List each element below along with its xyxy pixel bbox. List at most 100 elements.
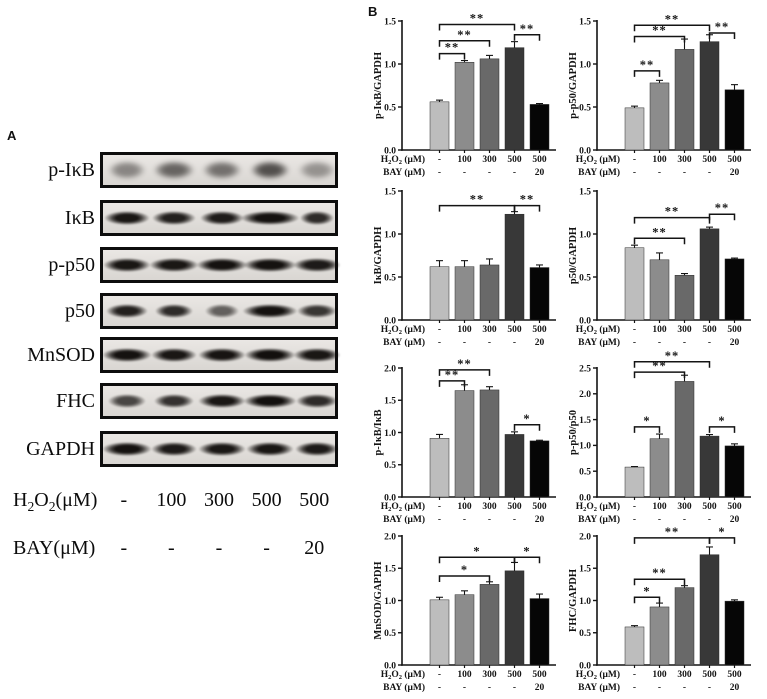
blot-band — [150, 347, 199, 363]
svg-text:**: ** — [520, 193, 535, 207]
svg-text:2.0: 2.0 — [579, 532, 591, 542]
svg-text:1.0: 1.0 — [579, 230, 591, 240]
svg-text:0.5: 0.5 — [384, 273, 396, 283]
svg-text:H2O2 (μM): H2O2 (μM) — [576, 154, 620, 166]
svg-text:H2O2 (μM): H2O2 (μM) — [381, 669, 425, 681]
svg-text:20: 20 — [730, 338, 740, 348]
svg-text:1.0: 1.0 — [579, 442, 591, 452]
svg-text:*: * — [643, 584, 650, 598]
svg-text:**: ** — [665, 525, 680, 539]
svg-text:H2O2 (μM): H2O2 (μM) — [576, 501, 620, 513]
svg-text:H2O2 (μM): H2O2 (μM) — [576, 324, 620, 336]
blot-band — [153, 393, 196, 409]
svg-text:1.5: 1.5 — [579, 187, 591, 197]
svg-text:p-IκB/IκB: p-IκB/IκB — [373, 409, 384, 455]
svg-text:100: 100 — [457, 325, 472, 335]
svg-text:-: - — [488, 168, 491, 178]
svg-text:-: - — [438, 325, 441, 335]
blot-band — [104, 303, 149, 319]
svg-text:0.0: 0.0 — [384, 493, 396, 503]
svg-text:**: ** — [652, 359, 667, 373]
lane-value: - — [120, 537, 128, 559]
svg-text:-: - — [438, 502, 441, 512]
blot-band — [241, 257, 298, 273]
blot-box — [100, 152, 338, 188]
bar-chart: 0.00.51.01.52.0p-IκB/IκB*****H2O2 (μM) -1… — [373, 357, 556, 525]
svg-text:1.0: 1.0 — [579, 597, 591, 607]
blot-band — [195, 257, 249, 273]
svg-text:-: - — [488, 338, 491, 348]
svg-text:300: 300 — [677, 502, 692, 512]
blot-band — [148, 257, 201, 273]
svg-text:500: 500 — [727, 502, 742, 512]
blot-row: p50 — [0, 293, 355, 329]
svg-text:100: 100 — [652, 670, 667, 680]
chart-p-p50-gapdh: 0.0 0.5 1.0 1.5 p-p50/GAPDH ** ** ** ** H2O2 (μM)… — [550, 8, 755, 186]
blot-band — [100, 347, 153, 363]
svg-text:**: ** — [652, 23, 667, 37]
svg-text:-: - — [708, 683, 711, 693]
svg-text:-: - — [658, 338, 661, 348]
blot-band — [197, 347, 247, 363]
svg-text:-: - — [633, 670, 636, 680]
blot-band — [292, 347, 343, 363]
blot-box — [100, 431, 341, 467]
lane-value: - — [120, 489, 128, 511]
svg-text:1.5: 1.5 — [384, 187, 396, 197]
svg-text:-: - — [513, 338, 516, 348]
svg-text:-: - — [633, 168, 636, 178]
blot-band — [199, 210, 245, 226]
svg-text:**: ** — [665, 12, 680, 26]
svg-text:300: 300 — [482, 155, 497, 165]
svg-text:300: 300 — [677, 670, 692, 680]
svg-text:**: ** — [445, 368, 460, 382]
blot-band — [100, 441, 153, 457]
svg-text:-: - — [658, 683, 661, 693]
blot-box — [100, 247, 343, 283]
svg-text:100: 100 — [652, 155, 667, 165]
blot-band — [106, 393, 147, 409]
svg-text:2.5: 2.5 — [579, 364, 591, 374]
svg-text:1.5: 1.5 — [384, 565, 396, 575]
blot-target-label: FHC — [56, 389, 95, 412]
blot-band — [244, 441, 295, 457]
blot-box — [100, 337, 343, 373]
svg-text:*: * — [643, 414, 650, 428]
chart-p50-gapdh: 0.0 0.5 1.0 1.5 p50/GAPDH ** ** ** H2O2 (μM) - 100… — [550, 178, 755, 356]
svg-text:**: ** — [457, 28, 472, 42]
svg-text:H2O2 (μM): H2O2 (μM) — [381, 501, 425, 513]
blot-band — [240, 303, 299, 319]
blot-band — [151, 210, 198, 226]
panel-a-label: A — [7, 128, 17, 143]
svg-text:500: 500 — [532, 502, 547, 512]
h2o2-row-label: H2O2(μM) — [13, 489, 98, 514]
svg-text:500: 500 — [702, 155, 717, 165]
panel-a-h2o2-row: H2O2(μM) - 100 300 500 500 — [0, 489, 355, 515]
svg-text:BAY (μM): BAY (μM) — [578, 514, 620, 525]
svg-text:p-IκB/GAPDH: p-IκB/GAPDH — [373, 52, 384, 119]
svg-text:300: 300 — [677, 155, 692, 165]
panel-a-bay-row: BAY(μM) - - - - 20 — [0, 537, 355, 563]
svg-text:-: - — [633, 515, 636, 525]
bar-chart: 0.00.51.01.52.02.5p-p50/p50 ******H2O2 (μ… — [568, 349, 751, 525]
lane-value: 500 — [251, 489, 282, 511]
svg-text:500: 500 — [702, 325, 717, 335]
svg-text:BAY (μM): BAY (μM) — [383, 167, 425, 178]
svg-text:**: ** — [520, 22, 535, 36]
svg-text:0.5: 0.5 — [579, 103, 591, 113]
blot-box — [100, 383, 340, 419]
svg-text:500: 500 — [507, 502, 522, 512]
blot-target-label: IκB — [64, 206, 95, 229]
svg-text:-: - — [463, 515, 466, 525]
chart-p-p50-p50: 0.0 0.5 1.0 1.5 2.0 2.5 p-p50/p50 * ** ** * H2O2 (μ… — [550, 349, 755, 533]
svg-text:0.5: 0.5 — [384, 461, 396, 471]
blot-band — [248, 160, 291, 180]
bar-chart: 0.0 0.5 1.0 1.5 2.0 MnSOD/GAPDH * * * H2O2 (μM) - 1… — [373, 532, 556, 693]
svg-text:FHC/GAPDH: FHC/GAPDH — [568, 569, 579, 632]
svg-text:500: 500 — [727, 325, 742, 335]
svg-text:-: - — [683, 338, 686, 348]
svg-text:500: 500 — [507, 155, 522, 165]
svg-text:20: 20 — [535, 683, 545, 693]
